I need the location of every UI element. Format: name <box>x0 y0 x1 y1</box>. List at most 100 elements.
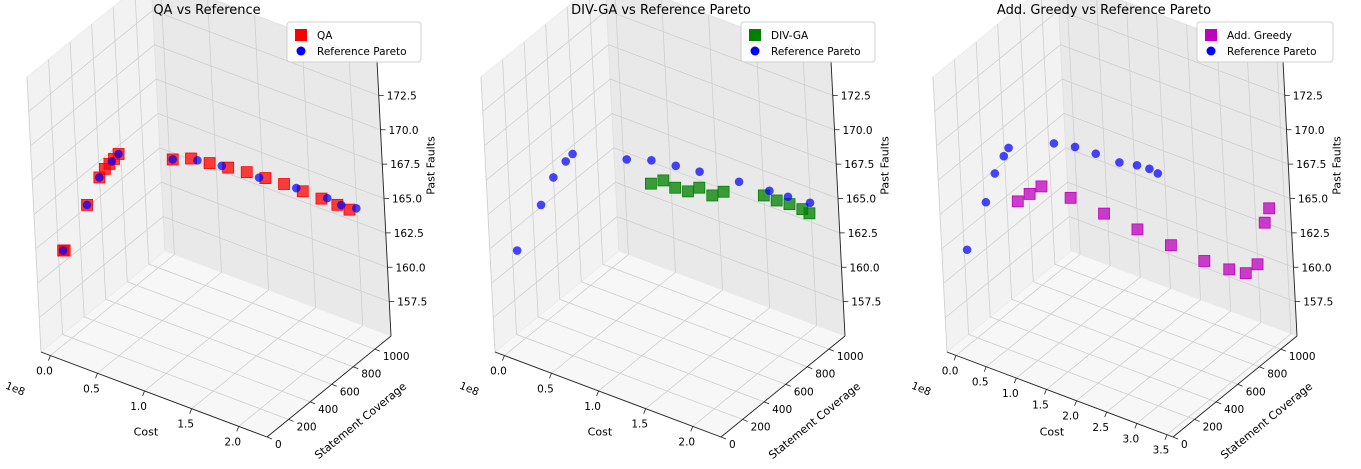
x-axis-label: Cost <box>134 426 159 439</box>
data-point-circle <box>512 246 522 255</box>
y-gridline <box>545 24 786 385</box>
y-tick-label: 0 <box>729 439 736 451</box>
data-point-square <box>1098 207 1110 220</box>
data-point-square <box>682 185 694 198</box>
x-tick-mark <box>643 408 647 414</box>
y-tick-mark <box>374 348 380 352</box>
x-tick-label: 1.0 <box>1002 388 1019 400</box>
z-gridline <box>31 78 383 181</box>
data-point-square <box>278 178 290 190</box>
data-point-circle <box>671 161 681 171</box>
y-gridline <box>1040 0 1281 350</box>
y-tick-label: 400 <box>772 404 792 416</box>
y-tick-mark <box>763 401 770 405</box>
data-point-square <box>1023 187 1036 200</box>
z-gridline <box>943 181 1294 284</box>
data-point-circle <box>783 192 793 202</box>
data-point-circle <box>58 246 68 255</box>
data-point-square <box>240 166 253 179</box>
x-tick-mark <box>1134 423 1138 429</box>
y-axis-line <box>720 335 846 438</box>
y-tick-mark <box>309 401 316 405</box>
z-gridline <box>487 113 839 215</box>
data-point-circle <box>549 173 558 182</box>
z-tick-label: 167.5 <box>1296 159 1326 171</box>
series-1 <box>1011 180 1276 280</box>
x-tick-mark <box>1013 377 1017 384</box>
data-point-circle <box>981 197 991 207</box>
data-point-circle <box>536 200 546 210</box>
z-gridline <box>484 44 835 147</box>
x-tick-mark <box>953 355 957 361</box>
z-tick-label: 162.5 <box>848 228 878 240</box>
data-point-square <box>1011 195 1024 208</box>
z-gridline <box>28 9 379 112</box>
x-offset-label: 1e8 <box>458 380 481 399</box>
z-tick-label: 172.5 <box>387 90 417 102</box>
x-gridline <box>1016 2 1141 379</box>
y-axis-label: Statement Coverage <box>766 380 863 462</box>
x-tick-mark <box>690 426 694 432</box>
legend: DIV-GA Reference Pareto <box>740 21 876 63</box>
z-tick-label: 170.0 <box>1295 125 1325 137</box>
y-gridline <box>48 59 289 420</box>
data-point-circle <box>1004 143 1013 153</box>
legend-circle-icon <box>750 46 760 56</box>
x-tick-mark <box>502 355 505 361</box>
x-tick-label: 0.0 <box>490 366 507 378</box>
z-tick-label: 165.0 <box>1298 194 1328 206</box>
data-point-square <box>669 181 682 194</box>
data-point-circle <box>1049 139 1059 148</box>
data-point-circle <box>1145 164 1154 174</box>
y-tick-label: 1000 <box>1289 351 1316 363</box>
gridlines <box>480 0 844 438</box>
legend-square-icon <box>749 29 761 41</box>
x-tick-label: 1.5 <box>631 419 648 431</box>
y-tick-mark <box>1259 366 1265 370</box>
series-2 <box>962 139 1163 255</box>
z-gridline <box>492 216 844 318</box>
x-gridline <box>1106 36 1232 413</box>
data-point-square <box>645 177 657 190</box>
y-tick-mark <box>1194 419 1200 422</box>
data-point-square <box>657 174 670 187</box>
x-tick-label: 2.0 <box>224 436 241 448</box>
y-tick-label: 600 <box>1246 386 1266 398</box>
z-gridline <box>491 181 842 284</box>
x-tick-label: 0.5 <box>83 383 100 395</box>
y-tick-mark <box>720 436 727 440</box>
x-gridline <box>504 0 629 356</box>
y-gridline <box>69 41 311 403</box>
y-gridline <box>523 41 765 403</box>
z-tick-label: 172.5 <box>1293 90 1323 102</box>
y-axis-line <box>1172 335 1298 438</box>
x-gridline <box>191 32 317 409</box>
z-gridline <box>934 9 1285 112</box>
y-tick-mark <box>353 366 359 370</box>
x-gridline <box>551 0 676 374</box>
data-point-circle <box>999 151 1009 161</box>
x-gridline <box>645 32 771 409</box>
y-gridline <box>91 24 332 385</box>
x-tick-mark <box>1164 434 1168 440</box>
data-point-square <box>203 157 216 169</box>
x-tick-mark <box>1104 411 1108 418</box>
x-tick-label: 2.0 <box>1062 411 1079 423</box>
y-tick-label: 0 <box>1181 439 1188 451</box>
legend: Add. Greedy Reference Pareto <box>1196 21 1334 63</box>
y-gridline <box>997 24 1238 385</box>
chart-title: Add. Greedy vs Reference Pareto <box>997 3 1211 18</box>
data-point-circle <box>1091 149 1101 159</box>
x-tick-label: 1.5 <box>177 419 194 431</box>
y-tick-label: 1000 <box>383 351 410 363</box>
data-point-square <box>717 185 730 198</box>
y-tick-mark <box>742 419 748 422</box>
x-tick-label: 2.5 <box>1092 422 1109 434</box>
x-tick-label: 3.0 <box>1122 433 1139 445</box>
x-axis-line <box>946 351 1174 438</box>
z-axis-label: Past Faults <box>424 136 437 195</box>
x-tick-mark <box>142 390 145 397</box>
z-gridline <box>482 9 833 112</box>
